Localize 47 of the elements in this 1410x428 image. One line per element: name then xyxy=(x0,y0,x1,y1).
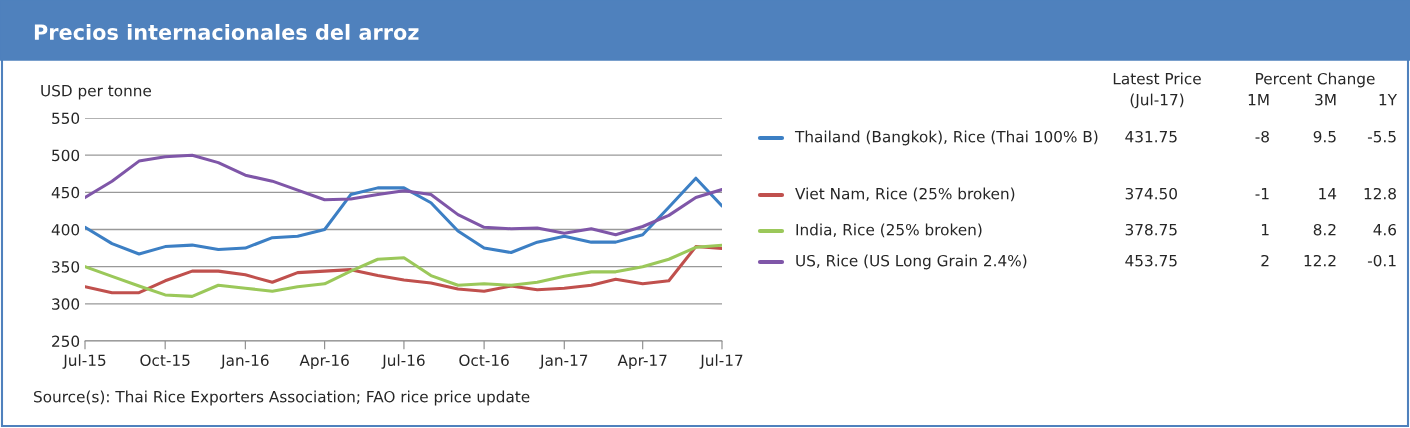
text: 12.2 xyxy=(1304,254,1336,267)
text: 1Y xyxy=(1379,94,1398,106)
y-tick-label: 550 xyxy=(52,112,80,125)
x-tick-label: Jan-16 xyxy=(220,354,269,369)
line-series xyxy=(85,153,722,237)
text: -1 xyxy=(1255,188,1269,200)
y-tick-label: 450 xyxy=(51,186,80,199)
text: 1M xyxy=(1248,94,1269,106)
text: -8 xyxy=(1255,130,1269,143)
x-tick-label: Apr-17 xyxy=(617,354,667,369)
text: 14 xyxy=(1319,188,1337,200)
legend-label: India, Rice (25% broken) xyxy=(796,223,982,238)
line-series xyxy=(85,176,722,256)
text: 431.75 xyxy=(1125,130,1177,143)
text: 378.75 xyxy=(1125,223,1177,236)
text: 1 xyxy=(1261,224,1269,236)
text: 9.5 xyxy=(1313,130,1336,143)
y-tick-label: 400 xyxy=(51,223,80,236)
text: -0.1 xyxy=(1367,254,1396,267)
x-tick-label: Jan-17 xyxy=(539,354,588,369)
text: 3M xyxy=(1315,93,1336,106)
text: 2 xyxy=(1261,254,1269,267)
x-tick-label: Jul-16 xyxy=(381,354,425,369)
y-tick-label: 250 xyxy=(52,335,80,348)
text: -5.5 xyxy=(1367,131,1396,143)
y-tick-label: 300 xyxy=(52,298,80,310)
x-tick-label: Jul-15 xyxy=(62,354,106,369)
text: 8.2 xyxy=(1313,223,1336,236)
text: 453.75 xyxy=(1125,254,1177,267)
x-tick-label: Oct-16 xyxy=(459,354,509,367)
y-axis-title: USD per tonne xyxy=(41,84,152,100)
text: Latest Price xyxy=(1113,72,1201,85)
source-note: Source(s): Thai Rice Exporters Association; FAO rice price update xyxy=(34,390,530,406)
x-tick-label: Apr-16 xyxy=(299,354,349,369)
x-tick-label: Jul-17 xyxy=(699,354,743,369)
text: 12.8 xyxy=(1364,187,1396,200)
text: 4.6 xyxy=(1373,223,1397,236)
legend-label: Thailand (Bangkok), Rice (Thai 100% B) xyxy=(794,130,1098,146)
text: Percent Change xyxy=(1256,72,1375,88)
chart-title: Precios internacionales del arroz xyxy=(34,23,419,41)
text: (Jul-17) xyxy=(1130,93,1184,109)
legend-label: Viet Nam, Rice (25% broken) xyxy=(795,187,1015,202)
legend-label: US, Rice (US Long Grain 2.4%) xyxy=(796,254,1027,270)
text: 374.50 xyxy=(1125,187,1177,200)
y-tick-label: 350 xyxy=(52,261,80,273)
x-tick-label: Oct-15 xyxy=(140,354,190,367)
y-tick-label: 500 xyxy=(52,149,80,162)
